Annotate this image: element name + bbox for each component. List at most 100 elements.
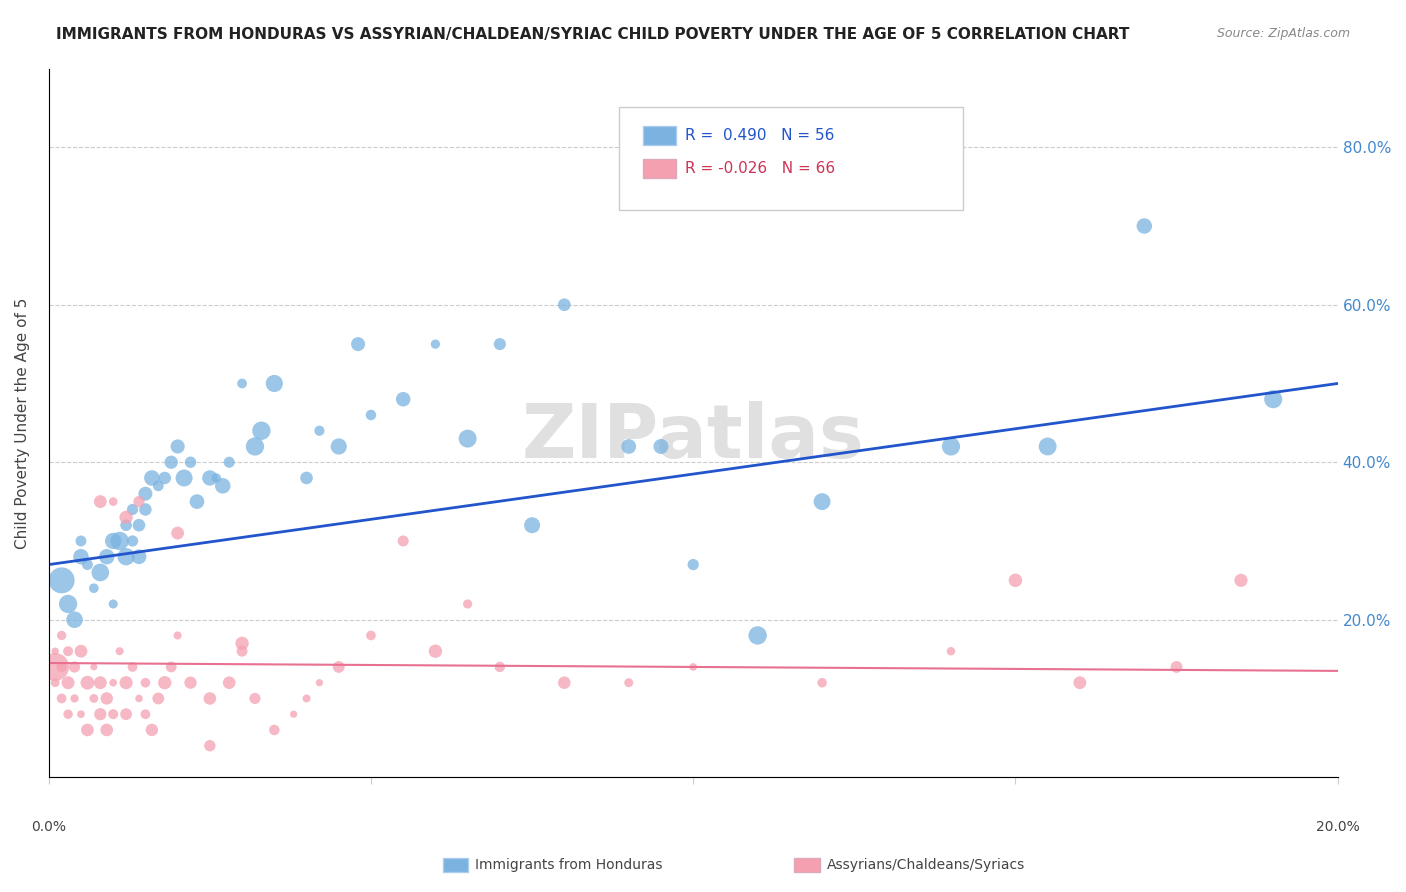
Point — [134, 707, 156, 722]
Point — [617, 440, 640, 454]
Point — [457, 432, 479, 446]
Point — [180, 455, 202, 469]
Point — [44, 675, 66, 690]
Point — [198, 691, 221, 706]
Text: Source: ZipAtlas.com: Source: ZipAtlas.com — [1216, 27, 1350, 40]
Point — [128, 494, 150, 508]
Point — [295, 691, 318, 706]
Point — [56, 644, 79, 658]
Point — [425, 644, 447, 658]
Point — [153, 675, 176, 690]
Point — [425, 337, 447, 351]
Point — [51, 628, 73, 642]
Point — [70, 549, 93, 564]
Point — [180, 675, 202, 690]
Point — [70, 533, 93, 548]
Point — [218, 675, 240, 690]
Point — [96, 691, 118, 706]
Point — [243, 440, 266, 454]
Point — [128, 549, 150, 564]
Point — [263, 723, 285, 737]
Point — [1230, 574, 1253, 588]
Point — [96, 723, 118, 737]
Point — [392, 392, 415, 407]
Point — [51, 660, 73, 674]
Point — [1004, 574, 1026, 588]
Point — [115, 549, 138, 564]
Point — [231, 376, 253, 391]
Point — [250, 424, 273, 438]
Point — [76, 723, 98, 737]
Point — [44, 660, 66, 674]
Point — [308, 424, 330, 438]
Point — [115, 510, 138, 524]
Point — [121, 502, 143, 516]
Point — [148, 479, 170, 493]
Point — [1069, 675, 1091, 690]
Point — [148, 691, 170, 706]
Point — [198, 739, 221, 753]
Point — [186, 494, 208, 508]
Point — [76, 558, 98, 572]
Point — [328, 660, 350, 674]
Point — [939, 644, 962, 658]
Point — [166, 628, 188, 642]
Point — [360, 408, 382, 422]
Point — [617, 675, 640, 690]
Point — [108, 533, 131, 548]
Point — [70, 707, 93, 722]
Point — [128, 691, 150, 706]
Point — [457, 597, 479, 611]
Point — [63, 691, 86, 706]
Point — [153, 471, 176, 485]
Point — [134, 675, 156, 690]
Point — [1133, 219, 1156, 233]
Point — [811, 675, 834, 690]
Point — [218, 455, 240, 469]
Point — [360, 628, 382, 642]
Point — [83, 691, 105, 706]
Point — [811, 494, 834, 508]
Point — [70, 644, 93, 658]
Point — [56, 675, 79, 690]
Point — [520, 518, 543, 533]
Point — [263, 376, 285, 391]
Point — [121, 533, 143, 548]
Point — [51, 574, 73, 588]
Point — [160, 660, 183, 674]
Point — [63, 660, 86, 674]
Point — [243, 691, 266, 706]
Point — [103, 533, 125, 548]
Point — [89, 566, 111, 580]
Point — [103, 707, 125, 722]
Text: IMMIGRANTS FROM HONDURAS VS ASSYRIAN/CHALDEAN/SYRIAC CHILD POVERTY UNDER THE AGE: IMMIGRANTS FROM HONDURAS VS ASSYRIAN/CHA… — [56, 27, 1129, 42]
Point — [83, 660, 105, 674]
Text: Assyrians/Chaldeans/Syriacs: Assyrians/Chaldeans/Syriacs — [827, 858, 1025, 872]
Point — [489, 660, 512, 674]
Point — [682, 558, 704, 572]
Point — [134, 502, 156, 516]
Point — [44, 644, 66, 658]
Point — [747, 628, 769, 642]
Point — [939, 440, 962, 454]
Point — [650, 440, 672, 454]
Point — [121, 660, 143, 674]
Point — [141, 471, 163, 485]
Point — [392, 533, 415, 548]
Text: Immigrants from Honduras: Immigrants from Honduras — [475, 858, 662, 872]
Text: ZIPatlas: ZIPatlas — [522, 401, 865, 474]
Y-axis label: Child Poverty Under the Age of 5: Child Poverty Under the Age of 5 — [15, 297, 30, 549]
Point — [231, 644, 253, 658]
Point — [1166, 660, 1188, 674]
Point — [553, 675, 575, 690]
Point — [128, 518, 150, 533]
Point — [96, 549, 118, 564]
Point — [76, 675, 98, 690]
Point — [51, 691, 73, 706]
Point — [160, 455, 183, 469]
Point — [115, 707, 138, 722]
Point — [166, 440, 188, 454]
Point — [231, 636, 253, 650]
Point — [141, 723, 163, 737]
Point — [211, 479, 233, 493]
